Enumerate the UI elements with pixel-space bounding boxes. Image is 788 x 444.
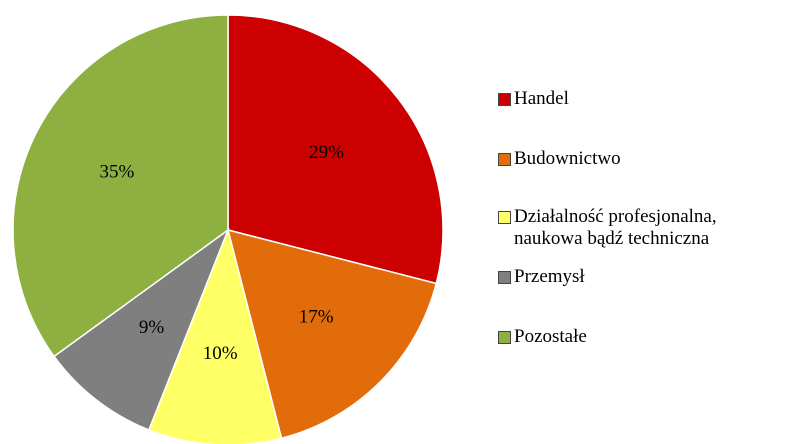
legend-swatch <box>498 153 511 166</box>
legend-item: Pozostałe <box>498 326 587 348</box>
pie-slice <box>53 227 230 431</box>
data-label: 10% <box>203 343 238 364</box>
pie-slice <box>227 14 444 285</box>
legend-label: Budownictwo <box>514 148 621 169</box>
pie-slice <box>147 227 283 444</box>
legend-item: Handel <box>498 88 569 110</box>
legend-item: Działalność profesjonalna, naukowa bądź … <box>498 206 764 250</box>
pie-slice <box>12 14 229 358</box>
legend-item: Budownictwo <box>498 148 621 170</box>
legend-swatch <box>498 93 511 106</box>
legend-item: Przemysł <box>498 266 585 288</box>
legend-label: Przemysł <box>514 266 585 287</box>
pie-slice <box>226 228 438 440</box>
legend-label: Pozostałe <box>514 326 587 347</box>
legend-label: Działalność profesjonalna, naukowa bądź … <box>514 206 717 249</box>
data-label: 29% <box>309 142 344 163</box>
legend-swatch <box>498 331 511 344</box>
data-label: 17% <box>299 307 334 328</box>
data-label: 35% <box>99 162 134 183</box>
legend-swatch <box>498 271 511 284</box>
legend-swatch <box>498 211 511 224</box>
data-label: 9% <box>139 317 165 338</box>
legend-label: Handel <box>514 88 569 109</box>
